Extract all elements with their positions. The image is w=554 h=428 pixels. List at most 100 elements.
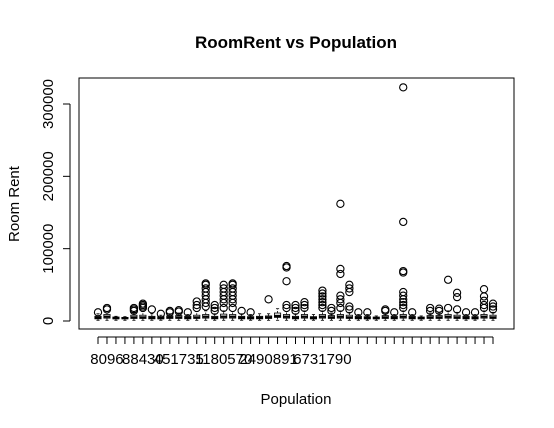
box-group bbox=[381, 305, 390, 321]
outlier-point bbox=[192, 303, 201, 313]
outlier-point bbox=[138, 299, 148, 308]
outlier-point bbox=[336, 295, 345, 304]
outlier-point bbox=[228, 284, 237, 293]
box-group bbox=[479, 285, 489, 321]
outlier-point bbox=[147, 305, 157, 314]
outlier-point bbox=[129, 303, 139, 313]
box-group bbox=[282, 261, 291, 321]
outlier-point bbox=[93, 308, 103, 317]
outlier-point bbox=[488, 305, 498, 314]
y-tick-label: 100000 bbox=[40, 224, 57, 274]
outlier-point bbox=[452, 305, 462, 314]
outlier-point bbox=[282, 277, 291, 286]
chart-title: RoomRent vs Population bbox=[195, 33, 397, 52]
box-group bbox=[488, 299, 498, 321]
x-tick-label: 1180570 bbox=[195, 351, 252, 368]
outlier-point bbox=[228, 303, 237, 313]
outlier-point bbox=[183, 308, 192, 317]
box-group bbox=[390, 308, 399, 321]
box-group bbox=[264, 295, 273, 321]
outlier-point bbox=[291, 303, 300, 313]
outlier-point bbox=[174, 305, 183, 315]
outlier-point bbox=[219, 284, 228, 293]
outlier-point bbox=[434, 304, 444, 313]
box-group bbox=[408, 308, 417, 321]
y-tick-label: 0 bbox=[40, 317, 57, 325]
outlier-point bbox=[354, 308, 363, 317]
outlier-point bbox=[291, 300, 300, 310]
outlier-point bbox=[300, 300, 309, 310]
box-group bbox=[102, 303, 112, 321]
outlier-point bbox=[479, 292, 489, 301]
box-group bbox=[165, 306, 174, 321]
outlier-point bbox=[318, 292, 327, 301]
box-group bbox=[426, 303, 435, 321]
outlier-point bbox=[399, 83, 408, 92]
box-group bbox=[470, 308, 480, 321]
outlier-point bbox=[246, 308, 255, 317]
outlier-point bbox=[327, 306, 336, 316]
outlier-point bbox=[264, 295, 273, 304]
outlier-point bbox=[434, 306, 444, 316]
box-group bbox=[228, 279, 237, 321]
x-tick-label: 8096 bbox=[90, 351, 123, 368]
outlier-point bbox=[399, 217, 408, 227]
outlier-point bbox=[210, 303, 219, 313]
outlier-point bbox=[201, 284, 210, 293]
box-group bbox=[138, 299, 148, 321]
outlier-point bbox=[282, 300, 291, 310]
y-tick-label: 200000 bbox=[40, 151, 57, 201]
outlier-point bbox=[192, 300, 201, 310]
box-group bbox=[201, 279, 210, 321]
outlier-point bbox=[443, 303, 453, 313]
outlier-point bbox=[291, 306, 300, 316]
box-group bbox=[300, 298, 309, 321]
box-group bbox=[147, 305, 157, 321]
outlier-point bbox=[327, 303, 336, 313]
outlier-point bbox=[479, 285, 489, 294]
outlier-point bbox=[399, 298, 408, 307]
box-group bbox=[219, 280, 228, 321]
outlier-point bbox=[156, 309, 165, 318]
outlier-point bbox=[318, 298, 327, 307]
outlier-point bbox=[300, 298, 309, 307]
outlier-point bbox=[363, 308, 372, 317]
outlier-point bbox=[399, 287, 408, 297]
outlier-point bbox=[399, 300, 408, 310]
outlier-point bbox=[282, 303, 291, 313]
box-group bbox=[336, 199, 345, 321]
outlier-point bbox=[336, 264, 345, 274]
outlier-point bbox=[345, 284, 354, 293]
outlier-point bbox=[318, 286, 327, 295]
outlier-point bbox=[399, 266, 408, 276]
box-group bbox=[443, 275, 453, 321]
outlier-point bbox=[336, 199, 345, 208]
outlier-point bbox=[488, 299, 498, 308]
outlier-point bbox=[210, 300, 219, 310]
outlier-point bbox=[219, 280, 228, 289]
outlier-point bbox=[390, 308, 399, 317]
outlier-point bbox=[318, 303, 327, 313]
plot-frame bbox=[78, 77, 515, 330]
outlier-point bbox=[318, 295, 327, 304]
box-group bbox=[345, 280, 354, 321]
outlier-point bbox=[426, 303, 435, 313]
outlier-point bbox=[237, 306, 246, 316]
box-group bbox=[274, 308, 282, 321]
box-group bbox=[174, 305, 183, 321]
outlier-point bbox=[282, 261, 291, 271]
box-group bbox=[417, 315, 425, 321]
box-group bbox=[318, 286, 327, 321]
box-group bbox=[354, 308, 363, 321]
outlier-point bbox=[318, 289, 327, 298]
box-group bbox=[256, 313, 264, 321]
box-group bbox=[372, 315, 380, 321]
outlier-point bbox=[399, 303, 408, 313]
outlier-point bbox=[452, 292, 462, 302]
y-axis: 0 100000 200000 300000 bbox=[40, 79, 71, 325]
box-group bbox=[399, 83, 408, 321]
outlier-point bbox=[479, 296, 489, 305]
box-group bbox=[461, 308, 471, 321]
